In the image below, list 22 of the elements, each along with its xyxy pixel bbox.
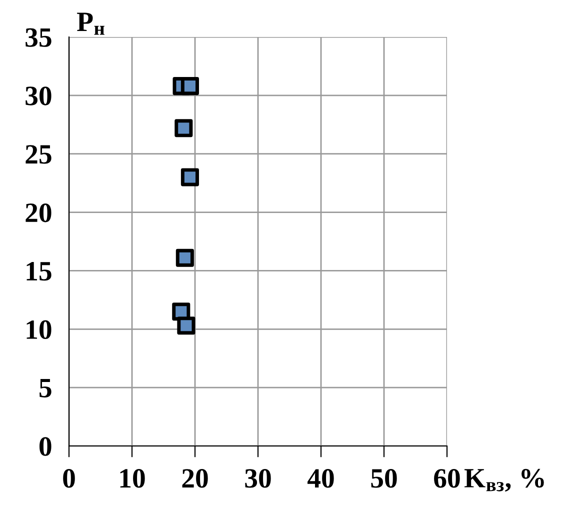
x-tick-label: 40 xyxy=(307,469,334,488)
y-tick-label: 5 xyxy=(40,379,52,398)
y-tick-label: 20 xyxy=(26,203,52,222)
y-tick-label: 10 xyxy=(26,320,52,340)
x-tick-label: 0 xyxy=(63,469,75,488)
y-tick-label: 25 xyxy=(26,145,52,164)
y-axis-title: P$_{н}$ xyxy=(77,12,104,35)
point xyxy=(176,248,194,267)
x-tick-label: 60 xyxy=(434,469,460,488)
point xyxy=(177,316,196,335)
y-tick-label: 0 xyxy=(40,437,52,456)
x-axis-title: K$_{вз}$, % xyxy=(464,468,544,492)
x-tick-label: 50 xyxy=(371,469,397,488)
y-tick-label: 15 xyxy=(26,262,52,281)
point xyxy=(180,77,199,96)
x-tick-label: 20 xyxy=(182,469,208,488)
point xyxy=(174,119,193,138)
y-tick-label: 35 xyxy=(26,28,52,47)
x-tick-label: 30 xyxy=(245,469,271,488)
x-tick-label: 10 xyxy=(120,469,145,488)
point xyxy=(180,168,199,186)
y-tick-label: 30 xyxy=(26,86,52,106)
